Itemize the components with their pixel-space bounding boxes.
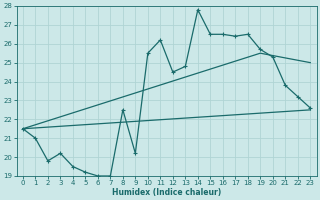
X-axis label: Humidex (Indice chaleur): Humidex (Indice chaleur) [112,188,221,197]
